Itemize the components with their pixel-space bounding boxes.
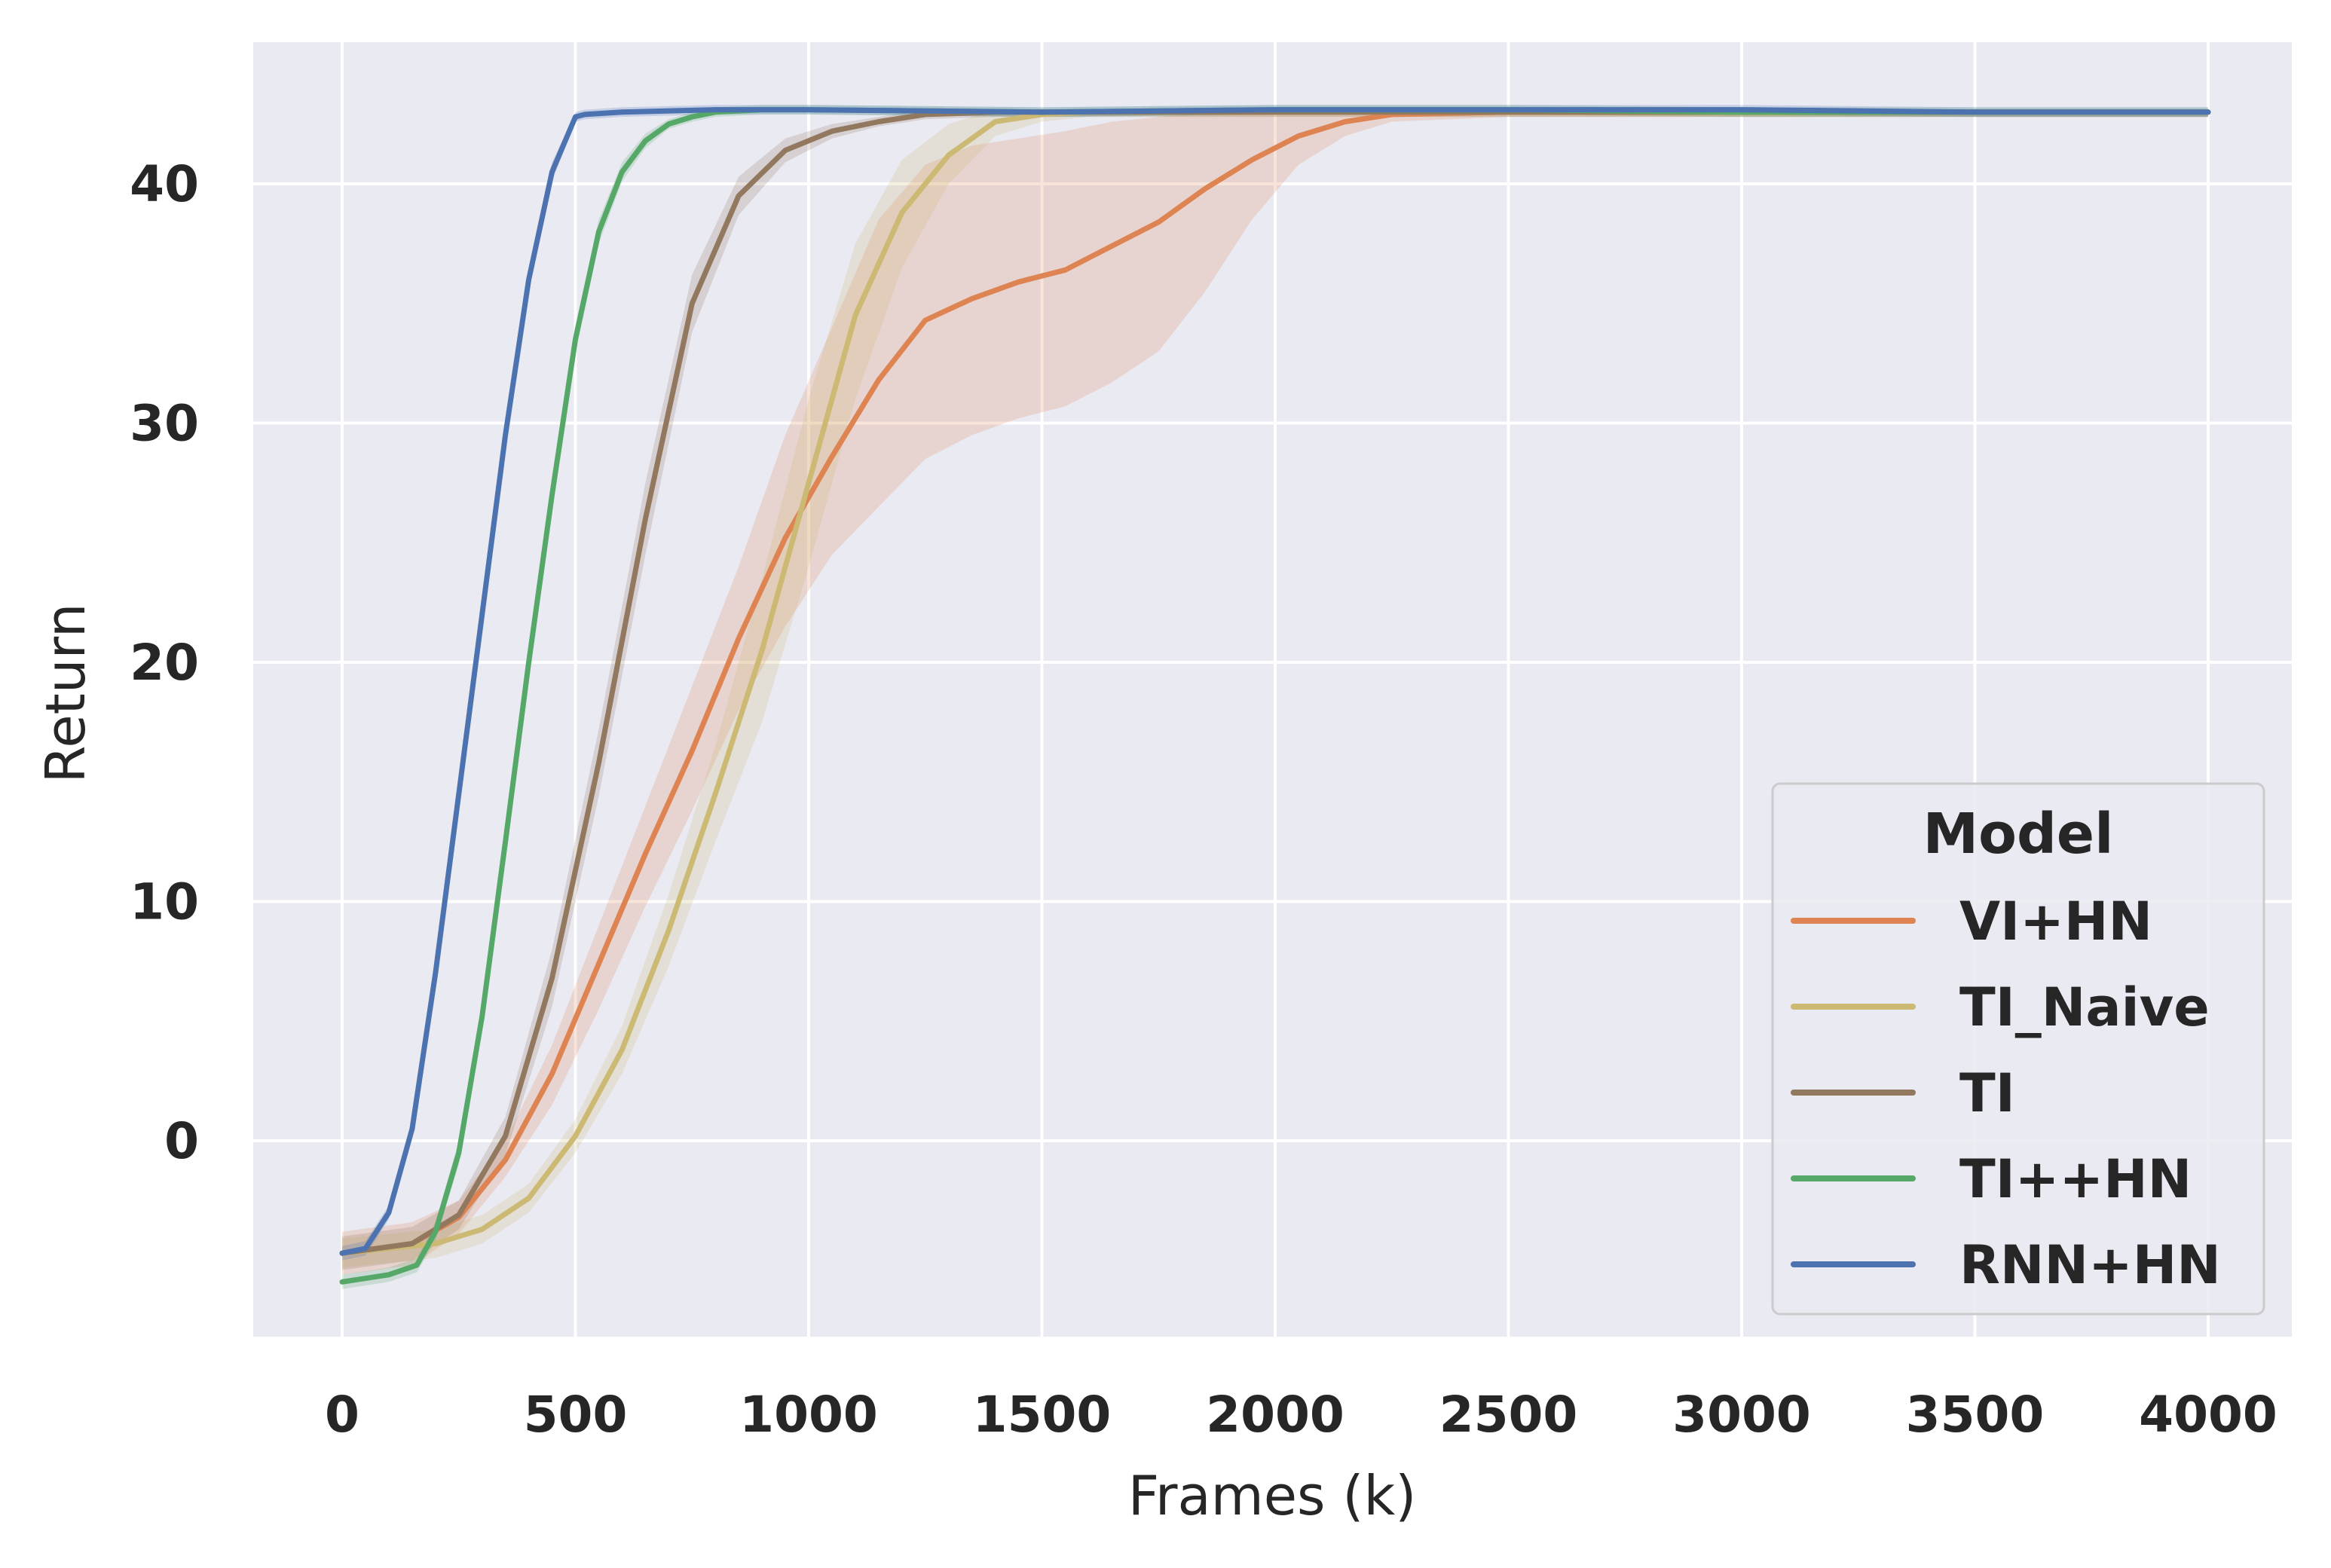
x-tick-label: 500 xyxy=(524,1386,628,1444)
legend-label: TI++HN xyxy=(1959,1148,2192,1210)
x-tick-labels: 0 500 1000 1500 2000 2500 3000 3500 4000 xyxy=(325,1386,2277,1444)
x-tick-label: 2500 xyxy=(1439,1386,1578,1444)
legend: Model VI+HN TI_Naive TI TI++HN RNN+HN xyxy=(1771,782,2265,1316)
series-line xyxy=(339,109,2211,1256)
legend-label: TI_Naive xyxy=(1959,977,2210,1038)
x-tick-label: 4000 xyxy=(2139,1386,2277,1444)
y-tick-label: 0 xyxy=(164,1112,199,1170)
y-tick-label: 10 xyxy=(130,873,199,931)
x-tick-label: 3000 xyxy=(1672,1386,1811,1444)
legend-label: VI+HN xyxy=(1959,891,2152,952)
y-tick-label: 30 xyxy=(130,395,199,453)
x-tick-label: 1500 xyxy=(973,1386,1112,1444)
legend-title: Model xyxy=(1923,802,2113,867)
legend-label: RNN+HN xyxy=(1959,1234,2221,1296)
y-tick-label: 20 xyxy=(130,634,199,692)
confidence-bands xyxy=(342,105,2208,1289)
x-axis-title: Frames (k) xyxy=(1128,1464,1417,1527)
confidence-band xyxy=(342,109,2208,1275)
series-lines xyxy=(339,107,2211,1285)
x-tick-label: 3500 xyxy=(1906,1386,2045,1444)
y-tick-labels: 0 10 20 30 40 xyxy=(130,155,199,1170)
legend-items: VI+HN TI_Naive TI TI++HN RNN+HN xyxy=(1791,891,2221,1296)
y-axis-title: Return xyxy=(34,604,97,784)
legend-label: TI xyxy=(1959,1062,2015,1124)
y-tick-label: 40 xyxy=(130,155,199,213)
x-tick-label: 0 xyxy=(325,1386,359,1444)
x-tick-label: 1000 xyxy=(739,1386,878,1444)
series-line xyxy=(339,107,2211,1256)
x-tick-label: 2000 xyxy=(1206,1386,1344,1444)
